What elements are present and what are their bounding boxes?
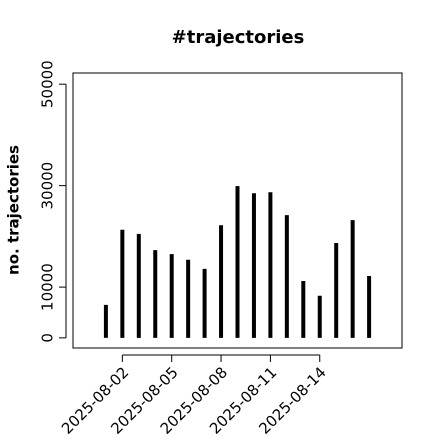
chart-title: #trajectories <box>172 27 305 48</box>
y-axis-label: no. trajectories <box>5 145 23 275</box>
plot-box <box>72 72 403 349</box>
y-tick-label: 30000 <box>39 162 57 210</box>
y-tick-label: 10000 <box>39 263 57 311</box>
y-tick-label: 0 <box>39 333 57 343</box>
y-tick-label: 50000 <box>39 60 57 108</box>
